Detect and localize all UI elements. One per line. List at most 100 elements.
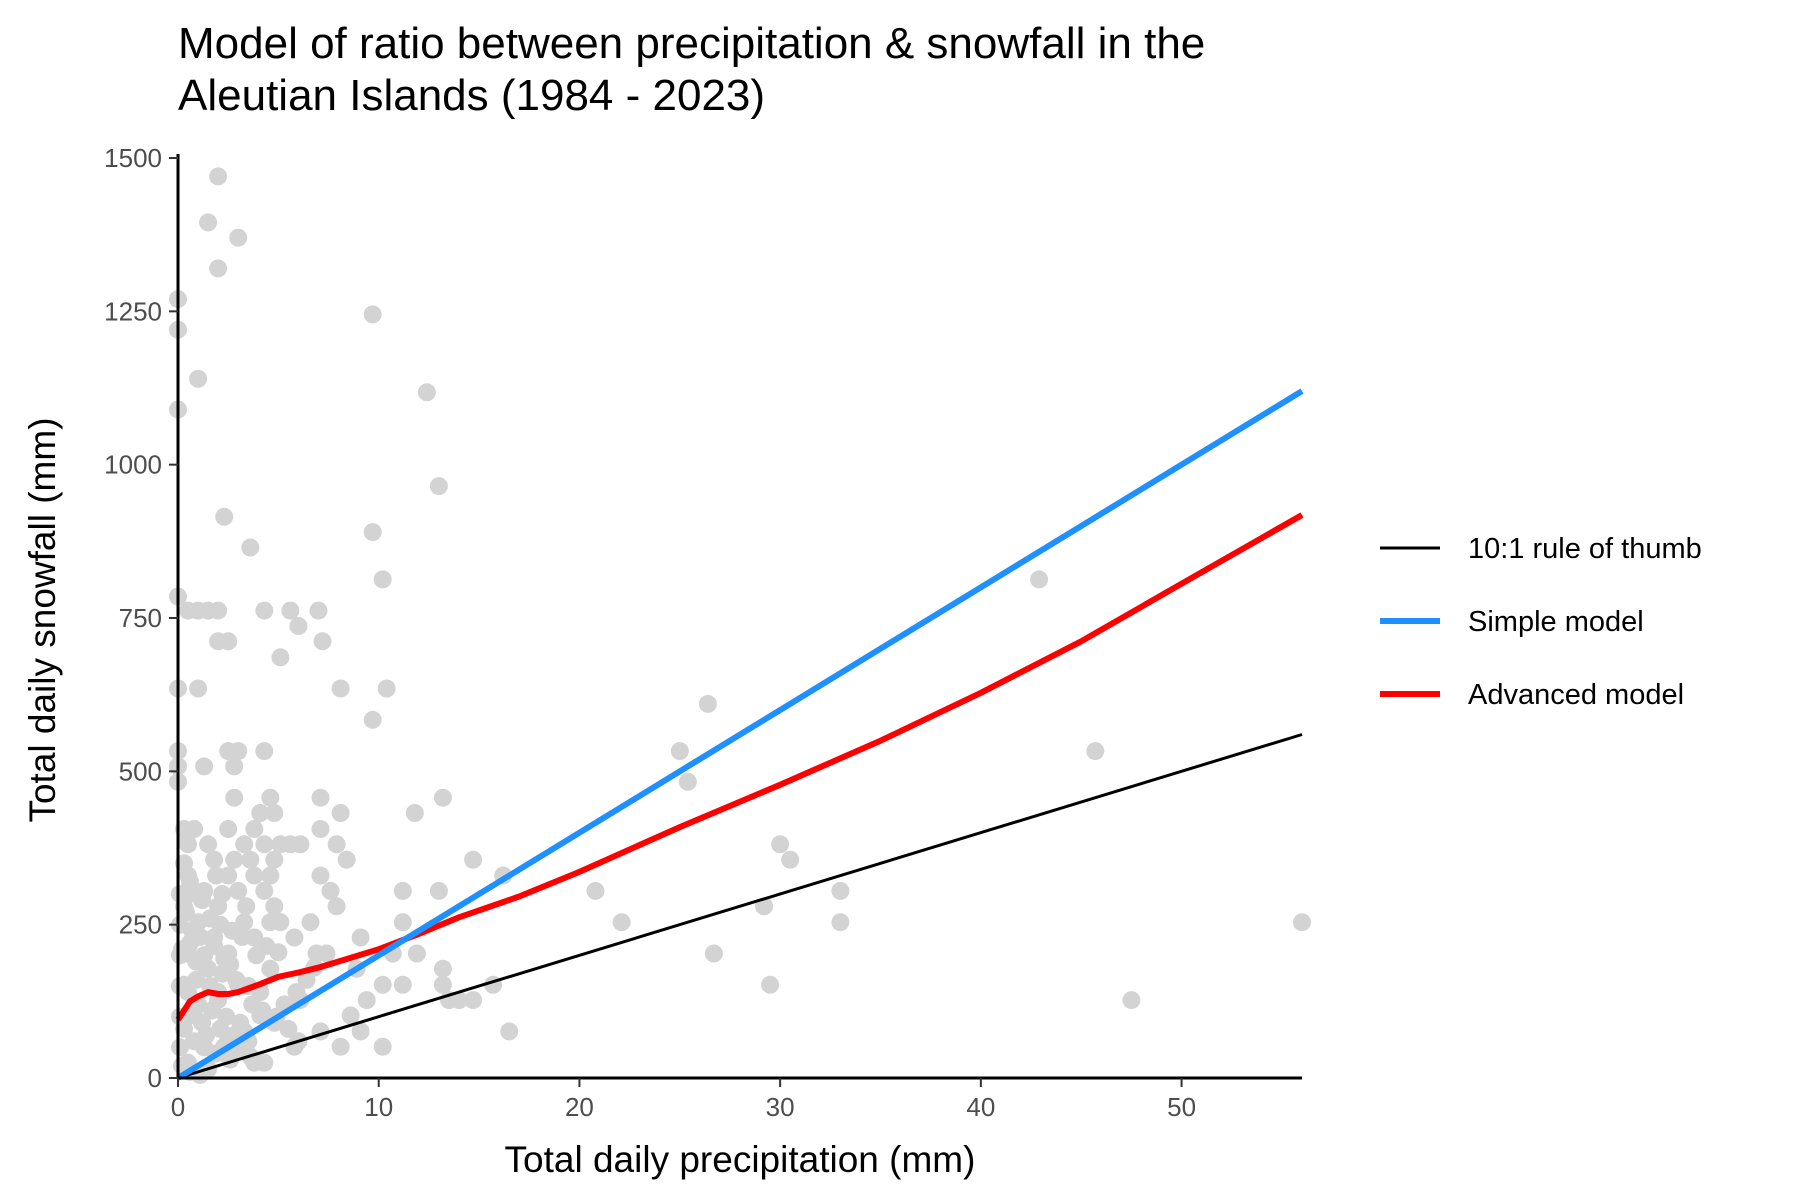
x-tick-label: 30: [766, 1092, 795, 1122]
observation-point: [229, 881, 248, 900]
observation-point: [265, 850, 284, 869]
observation-point: [245, 820, 264, 838]
observation-point: [265, 897, 284, 916]
legend-label-2: Advanced model: [1468, 679, 1684, 711]
observation-point: [464, 850, 483, 869]
observation-point: [311, 820, 330, 838]
observation-point: [393, 913, 412, 932]
observation-point: [450, 991, 468, 1010]
observation-point: [831, 881, 850, 900]
observation-point: [327, 835, 346, 854]
observation-point: [698, 694, 717, 713]
observation-point: [281, 601, 300, 620]
observation-point: [195, 757, 214, 776]
chart-title-line-1: Model of ratio between precipitation & s…: [178, 19, 1206, 68]
observation-point: [429, 477, 448, 496]
observation-point: [171, 885, 189, 903]
observation-point: [291, 835, 310, 854]
observation-point: [464, 991, 483, 1010]
observation-point: [171, 915, 189, 934]
observation-point: [433, 975, 452, 994]
x-tick-label: 10: [364, 1092, 393, 1122]
observation-point: [311, 788, 330, 807]
observation-point: [429, 881, 448, 900]
observation-point: [761, 975, 780, 994]
observation-point: [255, 742, 274, 761]
observation-point: [377, 679, 396, 698]
observation-point: [199, 835, 218, 854]
observation-point: [187, 970, 206, 989]
x-tick-label: 20: [565, 1092, 594, 1122]
observation-point: [363, 710, 382, 729]
observation-point: [771, 835, 790, 854]
observation-point: [181, 934, 199, 953]
observation-point: [271, 913, 290, 932]
observation-point: [189, 369, 208, 388]
observation-point: [209, 259, 228, 278]
observation-point: [327, 897, 346, 916]
observation-point: [393, 881, 412, 900]
observation-point: [363, 523, 382, 542]
observation-point: [405, 804, 424, 822]
y-tick-label: 0: [148, 1063, 162, 1093]
observation-point: [317, 944, 336, 963]
observation-point: [337, 850, 356, 869]
observation-point: [207, 866, 226, 885]
observation-point: [215, 507, 234, 526]
x-tick-label: 40: [966, 1092, 995, 1122]
observation-point: [311, 866, 330, 885]
observation-point: [261, 959, 280, 978]
observation-point: [301, 913, 320, 932]
observation-point: [171, 1038, 189, 1057]
observation-point: [253, 1001, 272, 1020]
observation-point: [229, 742, 248, 761]
observation-point: [313, 632, 332, 651]
observation-point: [241, 538, 260, 557]
model-lines: [175, 388, 1304, 1081]
observation-point: [500, 1022, 519, 1041]
observation-point: [261, 788, 280, 807]
observation-point: [199, 213, 218, 232]
observation-point: [363, 305, 382, 324]
y-tick-label: 1000: [104, 450, 162, 480]
observation-point: [197, 1026, 216, 1045]
observation-point: [171, 946, 189, 965]
observation-point: [213, 885, 232, 903]
observation-point: [269, 943, 288, 962]
observation-point: [1122, 991, 1141, 1010]
observation-point: [235, 835, 254, 854]
observation-point: [255, 601, 274, 620]
observation-point: [433, 788, 452, 807]
observation-point: [373, 1037, 392, 1056]
scatter-points: [169, 167, 1311, 1084]
observation-point: [417, 383, 436, 402]
observation-point: [241, 850, 260, 869]
observation-point: [233, 927, 252, 946]
observation-point: [265, 804, 284, 822]
chart-title: Model of ratio between precipitation & s…: [178, 18, 1205, 122]
observation-point: [1030, 570, 1049, 589]
observation-point: [309, 601, 328, 620]
observation-point: [1293, 913, 1311, 932]
observation-point: [209, 601, 228, 620]
observation-point: [251, 804, 270, 822]
x-tick-label: 50: [1167, 1092, 1196, 1122]
observation-point: [225, 850, 244, 869]
observation-point: [586, 881, 605, 900]
y-tick-label: 750: [119, 603, 162, 633]
observation-point: [255, 1053, 274, 1072]
observation-point: [221, 955, 240, 974]
observation-point: [670, 742, 689, 761]
observation-point: [225, 788, 244, 807]
y-tick-label: 1500: [104, 143, 162, 173]
observation-point: [351, 1022, 370, 1041]
observation-point: [255, 835, 274, 854]
observation-point: [193, 891, 212, 910]
y-tick-label: 1250: [104, 296, 162, 326]
observation-point: [219, 820, 238, 838]
observation-point: [781, 850, 800, 869]
observation-point: [271, 648, 290, 667]
legend-label-1: Simple model: [1468, 606, 1644, 638]
observation-point: [331, 804, 350, 822]
x-tick-label: 0: [171, 1092, 185, 1122]
